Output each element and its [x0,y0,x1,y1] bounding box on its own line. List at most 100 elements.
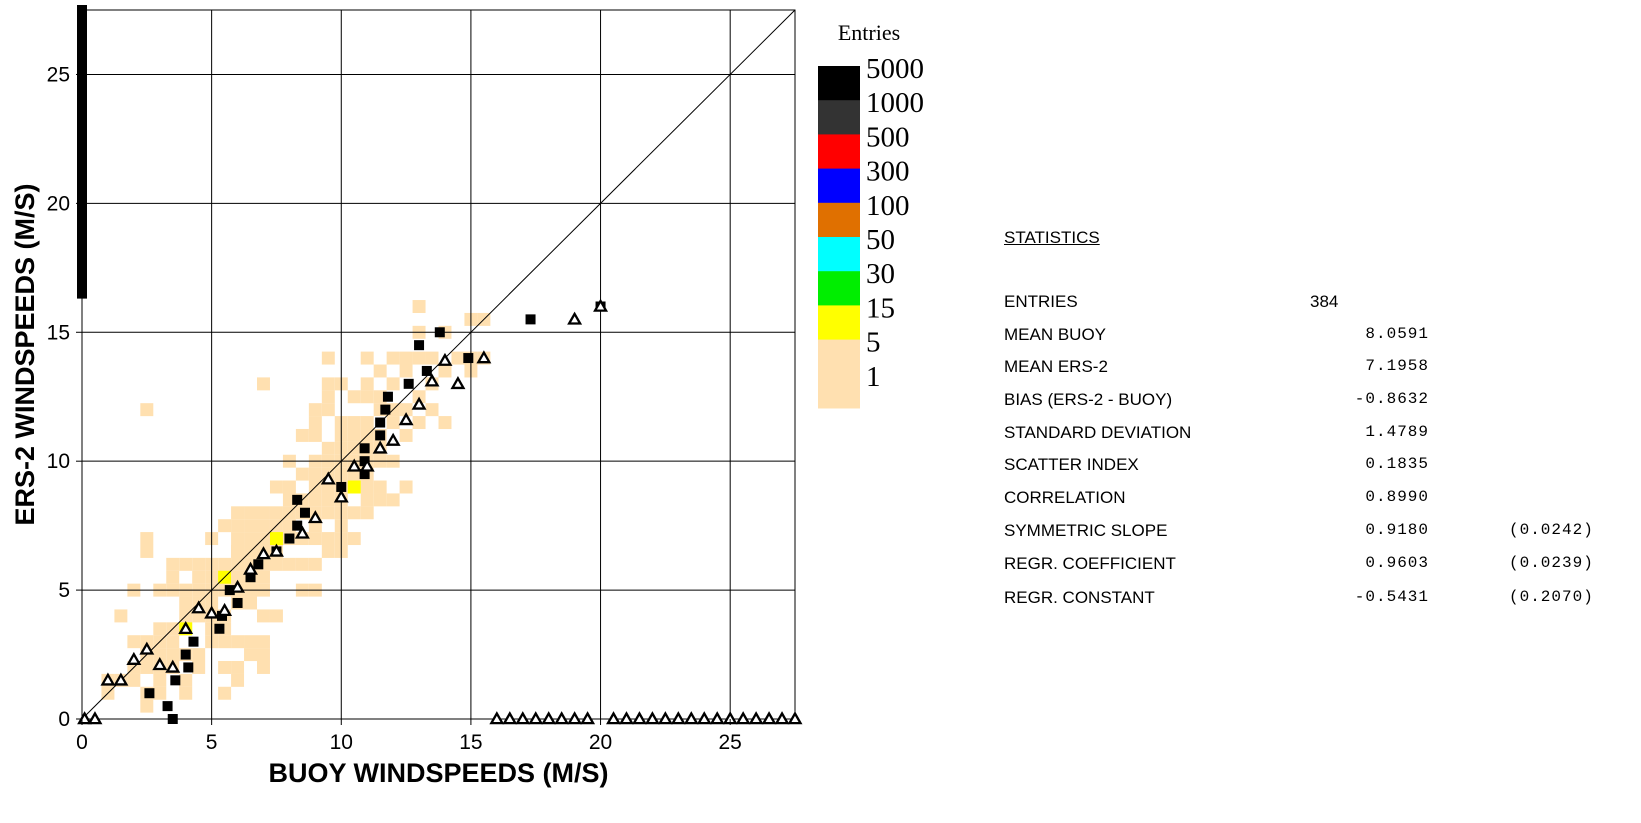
buoy-square [162,701,173,712]
buoy-square [299,507,310,518]
density-cell [153,686,167,700]
density-cell [438,416,452,430]
density-cell [386,377,400,391]
legend-swatch [818,373,860,409]
stat-value: 0.8990 [1365,488,1429,507]
y-tick-label: 5 [58,579,70,602]
x-axis-triangle [657,711,673,725]
buoy-square [525,314,536,325]
buoy-square [463,353,474,364]
x-axis-title: BUOY WINDSPEEDS (M/S) [268,758,608,788]
density-cell [295,467,309,481]
density-cell [140,699,154,713]
y-axis-square [77,153,87,164]
x-tick-label: 25 [719,731,742,754]
density-cell [231,544,245,558]
statistics-panel: STATISTICS ENTRIES 384 MEAN BUOY 8.0591 MEAN… [1004,228,1634,622]
legend-swatch [818,305,860,341]
buoy-square [359,456,370,467]
density-cell [127,673,141,687]
density-cell [179,673,193,687]
legend-label: 300 [866,156,910,188]
density-cell [257,506,270,520]
y-axis-square [77,24,87,35]
density-cell [425,403,439,417]
legend-label: 5000 [866,53,924,85]
legend-swatch [818,100,860,135]
y-axis-square [77,63,87,74]
density-cell [360,480,374,494]
density-cell [153,622,167,636]
y-axis-square [77,217,87,228]
buoy-square [359,443,370,454]
legend-label: 100 [866,190,910,222]
ers-triangle [307,510,323,524]
ers-triangle [230,579,246,593]
density-cell [153,673,167,687]
markers [77,5,803,725]
density-cell [257,570,270,584]
stat-label: MEAN ERS-2 [1004,357,1108,377]
legend-title: Entries [838,20,900,45]
y-axis-square [77,114,87,125]
density-cell [257,648,270,662]
density-cell [127,635,141,649]
density-cell [399,403,413,417]
ers-triangle [178,620,194,635]
y-axis-square [77,179,87,190]
stat-value: -0.5431 [1354,587,1429,606]
density-cell [269,557,283,571]
buoy-square [403,378,414,389]
density-cell [269,609,283,623]
y-axis-square [77,166,87,177]
density-cell [321,532,335,546]
density-cell [218,660,232,674]
buoy-square [214,623,225,634]
density-cell [360,390,374,404]
x-axis-triangle [541,711,557,725]
y-axis-square [77,191,87,202]
ers-triangle [268,543,284,557]
x-axis-triangle [631,711,647,725]
stat-value: 7.1958 [1365,357,1429,376]
density-cell [192,557,206,571]
ers-triangle [450,376,466,390]
stat-label: REGR. CONSTANT [1004,587,1155,607]
density-cell [140,544,154,558]
density-cell [360,377,374,391]
density-cell [412,300,426,314]
ers-triangle [256,546,271,560]
buoy-square [414,340,425,351]
density-cell-high [347,480,361,494]
density-cell [140,660,154,674]
ers-triangle [294,525,310,539]
buoy-square [421,365,432,376]
y-axis-square [77,230,87,241]
ers-triangle [139,641,155,655]
y-axis-square [77,269,87,280]
density-cell [308,467,322,481]
ers-triangle [411,396,427,410]
stat-value: 0.1835 [1365,455,1429,474]
y-axis-square [77,95,87,106]
density-cell [308,493,322,507]
ers-triangle [126,651,142,665]
density-cell-high [269,532,283,546]
x-axis-triangle [696,711,712,725]
density-cell [321,493,335,507]
density-cell [244,519,258,533]
y-axis-square [77,121,87,132]
x-axis-triangle [606,711,621,725]
buoy-square [167,714,178,724]
density-cell [257,377,270,391]
density-cell [218,686,232,700]
density-cell [360,493,374,507]
x-tick-label: 0 [76,731,88,754]
x-axis-triangle [644,711,660,725]
density-cell [347,428,361,442]
density-cell [321,390,335,404]
buoy-square [170,675,181,686]
ers-triangle [320,471,336,485]
density-cell [282,557,296,571]
